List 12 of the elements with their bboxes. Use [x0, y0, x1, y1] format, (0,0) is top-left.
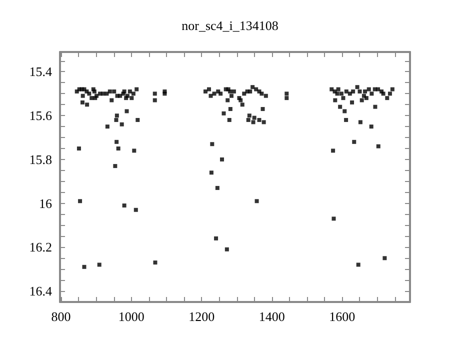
y-tick-label: 16.2	[29, 240, 52, 255]
x-tick-label: 1000	[118, 309, 144, 324]
x-tick-label: 1600	[329, 309, 356, 324]
y-tick-label: 15.8	[29, 152, 52, 167]
x-tick-label: 1400	[258, 309, 285, 324]
y-tick-label: 16.4	[29, 284, 52, 299]
x-tick-label: 800	[51, 309, 71, 324]
chart-title: nor_sc4_i_134108	[182, 18, 278, 33]
y-tick-label: 15.6	[29, 108, 52, 124]
x-tick-label: 1200	[188, 309, 215, 324]
y-tick-label: 16	[39, 196, 52, 211]
y-tick-label: 15.4	[29, 64, 52, 80]
